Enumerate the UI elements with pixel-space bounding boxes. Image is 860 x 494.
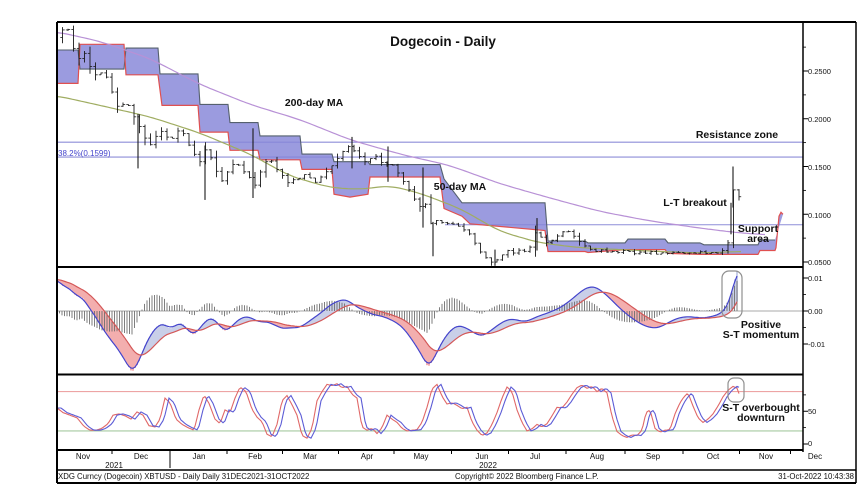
month-label: Jan — [192, 452, 206, 461]
month-label: Oct — [706, 452, 720, 461]
cloud-lower-edge — [57, 43, 784, 255]
month-label: Jun — [475, 452, 489, 461]
price-axis-label: 0.2500 — [808, 67, 831, 76]
annotation-lt-breakout: L-T breakout — [663, 197, 727, 209]
stoch-axis-label: 0 — [808, 439, 813, 448]
annotation-st-overbought: S-T overbought downturn — [722, 402, 800, 424]
footer-copyright: Copyright© 2022 Bloomberg Finance L.P. — [455, 472, 599, 481]
month-label: Aug — [589, 452, 605, 461]
stoch-axis-label: 50 — [808, 407, 817, 416]
momentum-highlight-box — [721, 270, 743, 319]
month-label: Feb — [248, 452, 262, 461]
annotation-support-area: Support area — [737, 223, 779, 245]
fib-retracement-label: 38.2%(0.1599) — [58, 149, 111, 158]
year-label: 2021 — [105, 461, 123, 470]
ma50-line — [56, 96, 742, 254]
year-label: 2022 — [479, 461, 497, 470]
month-label: Mar — [303, 452, 317, 461]
footer-timestamp: 31-Oct-2022 10:43:38 — [778, 472, 854, 481]
macd-line — [56, 275, 738, 369]
annotation-50day-ma: 50-day MA — [433, 181, 487, 193]
cloud-upper-edge — [57, 47, 775, 246]
month-label: Nov — [758, 452, 774, 461]
price-axis-label: 0.1000 — [808, 211, 831, 220]
macd-axis-label: -0.01 — [808, 340, 826, 349]
price-axis-label: 0.1500 — [808, 163, 831, 172]
stoch-k-line — [56, 383, 740, 439]
annotation-positive-momentum: Positive S-T momentum — [722, 319, 800, 341]
ichimoku-cloud — [57, 44, 783, 255]
footer-ticker: XDG Curncy (Dogecoin) XBTUSD - Daily Dai… — [58, 472, 310, 481]
annotation-200day-ma: 200-day MA — [284, 97, 344, 109]
price-axis-label: 0.0500 — [808, 258, 831, 267]
ma200-line — [56, 32, 766, 236]
page-title: Dogecoin - Daily — [390, 34, 496, 49]
macd-signal-line — [56, 279, 738, 356]
month-label: Apr — [360, 452, 374, 461]
annotation-resistance-zone: Resistance zone — [695, 129, 779, 141]
month-label: Sep — [645, 452, 661, 461]
month-label: Nov — [75, 452, 91, 461]
month-label: Dec — [133, 452, 149, 461]
month-label: Jul — [529, 452, 541, 461]
month-label: Dec — [807, 452, 823, 461]
macd-axis-label: 0.01 — [808, 274, 823, 283]
macd-axis-label: 0.00 — [808, 307, 823, 316]
price-axis-label: 0.2000 — [808, 115, 831, 124]
month-label: May — [413, 452, 429, 461]
stoch-d-line — [57, 383, 740, 439]
overbought-highlight-box — [727, 377, 745, 403]
